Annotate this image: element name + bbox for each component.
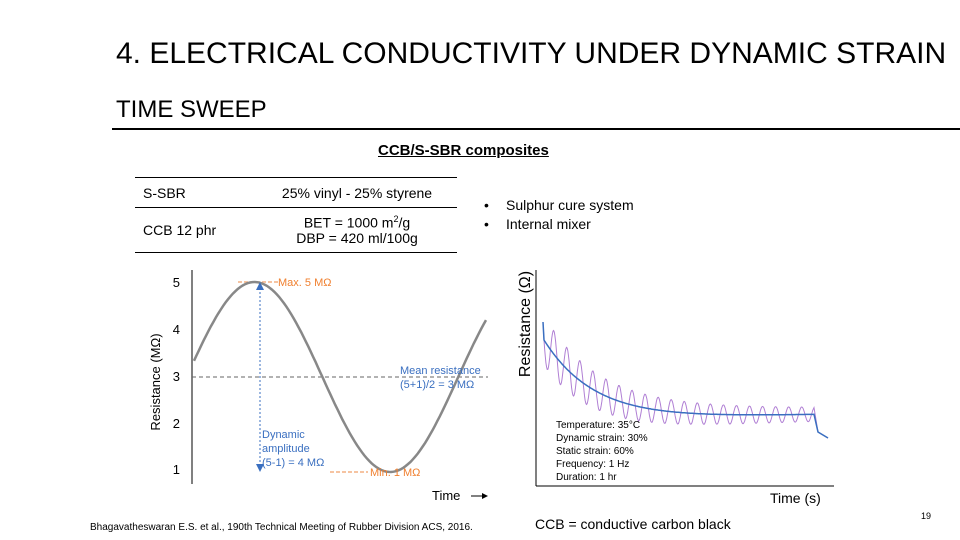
y-axis-label: Resistance (Ω) [517, 271, 534, 377]
table-cell-value: BET = 1000 m2/g DBP = 420 ml/100g [257, 207, 457, 253]
list-item: Sulphur cure system [484, 196, 634, 215]
mean-annotation-line2: (5+1)/2 = 3 MΩ [400, 379, 474, 391]
table-cell-label: CCB 12 phr [135, 207, 257, 253]
table-cell-label: S-SBR [135, 177, 257, 208]
condition-temperature: Temperature: 35°C [556, 420, 640, 431]
y-ticks: 1 2 3 4 5 [173, 275, 180, 477]
citation: Bhagavatheswaran E.S. et al., 190th Tech… [90, 522, 473, 533]
composites-heading: CCB/S-SBR composites [378, 142, 549, 159]
y-tick-label: 5 [173, 275, 180, 290]
amplitude-annotation-line2: amplitude [262, 443, 310, 455]
condition-static-strain: Static strain: 60% [556, 446, 634, 457]
table-row: CCB 12 phr BET = 1000 m2/g DBP = 420 ml/… [135, 207, 457, 253]
y-tick-label: 3 [173, 369, 180, 384]
mean-series-line [542, 321, 829, 439]
plot-area [536, 270, 834, 486]
resistance-time-chart: Resistance (Ω) Temperature: 35°C Dynamic… [517, 270, 834, 506]
condition-dynamic-strain: Dynamic strain: 30% [556, 433, 648, 444]
process-bullets: Sulphur cure system Internal mixer [484, 196, 634, 234]
oscillation-series-line [542, 321, 829, 439]
x-axis-label: Time (s) [770, 490, 821, 506]
dbp-value: DBP = 420 ml/100g [296, 230, 418, 247]
table-cell-value: 25% vinyl - 25% styrene [257, 177, 457, 208]
sine-series-line [192, 280, 488, 474]
min-annotation: Min. 1 MΩ [370, 467, 420, 479]
mean-annotation-line1: Mean resistance [400, 365, 481, 377]
y-tick-label: 2 [173, 416, 180, 431]
composition-table: S-SBR 25% vinyl - 25% styrene CCB 12 phr… [135, 177, 457, 253]
list-item: Internal mixer [484, 215, 634, 234]
bet-unit: /g [398, 214, 411, 231]
bet-superscript: 2 [393, 213, 399, 224]
resistance-sine-chart: Resistance (MΩ) 1 2 3 4 5 Max. 5 MΩ Min.… [150, 270, 488, 503]
amplitude-annotation-line3: (5-1) = 4 MΩ [262, 457, 324, 469]
abbreviation-note: CCB = conductive carbon black [535, 516, 731, 532]
x-axis-label: Time [432, 488, 460, 503]
title-divider [112, 128, 960, 130]
condition-frequency: Frequency: 1 Hz [556, 459, 629, 470]
y-tick-label: 1 [173, 462, 180, 477]
amplitude-annotation-line1: Dynamic [262, 429, 305, 441]
slide-title: 4. ELECTRICAL CONDUCTIVITY UNDER DYNAMIC… [116, 37, 947, 70]
slide-subtitle: TIME SWEEP [116, 96, 267, 123]
arrow-up-icon [256, 282, 264, 290]
condition-duration: Duration: 1 hr [556, 472, 617, 483]
bet-value: BET = 1000 m [303, 214, 394, 231]
table-row: S-SBR 25% vinyl - 25% styrene [135, 177, 457, 208]
page-number: 19 [921, 511, 932, 521]
arrow-down-icon [256, 464, 264, 472]
max-annotation: Max. 5 MΩ [278, 277, 331, 289]
arrow-right-icon [482, 493, 488, 499]
y-axis-label: Resistance (MΩ) [150, 333, 163, 430]
y-tick-label: 4 [173, 322, 180, 337]
